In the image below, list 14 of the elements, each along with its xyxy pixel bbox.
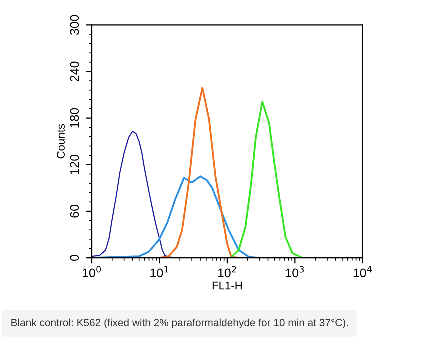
y-tick-label: 300 bbox=[70, 15, 80, 36]
x-tick-label: 10$^{0}$ bbox=[82, 266, 102, 278]
y-tick-label: 60 bbox=[70, 205, 80, 218]
y-tick-label: 120 bbox=[70, 154, 80, 174]
x-tick-label: 10$^{2}$ bbox=[218, 266, 236, 278]
x-axis-title: FL1-H bbox=[212, 282, 242, 290]
x-tick-label: 10$^{3}$ bbox=[286, 266, 304, 278]
y-tick-label: 240 bbox=[70, 62, 80, 82]
y-axis-title: Counts bbox=[57, 124, 65, 159]
y-tick-label: 0 bbox=[70, 255, 80, 262]
x-tick-label: 10$^{1}$ bbox=[150, 266, 169, 278]
x-tick-label: 10$^{4}$ bbox=[354, 266, 372, 278]
y-tick-label: 180 bbox=[70, 108, 80, 128]
text: Blank control: K562 (fixed with 2% paraformaldehyde for 10 min at 37°C). bbox=[12, 318, 348, 329]
